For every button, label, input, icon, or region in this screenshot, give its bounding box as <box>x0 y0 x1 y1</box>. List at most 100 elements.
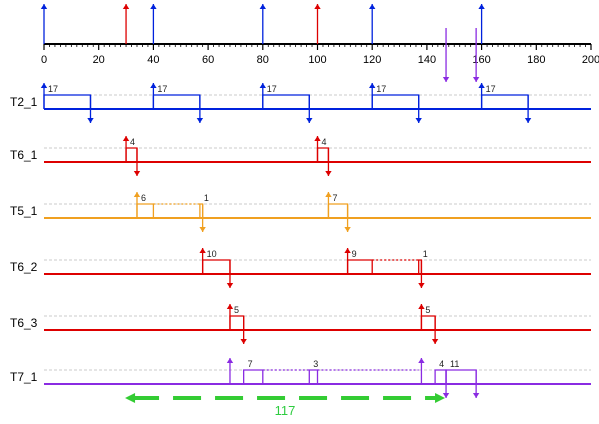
arrow-head <box>415 118 422 123</box>
execution-segment <box>327 203 349 218</box>
release-up-arrow <box>40 83 48 109</box>
arrow-head <box>226 304 234 309</box>
arrow-head <box>325 171 332 176</box>
track-t6-3: T6_3 5 5 <box>10 304 591 344</box>
release-up-arrow <box>40 4 48 44</box>
arrow-head <box>418 358 425 363</box>
segment-duration-label: 1 <box>204 193 209 203</box>
segment-duration-label: 7 <box>248 359 253 369</box>
release-up-arrow <box>150 4 157 44</box>
arrow-head <box>240 339 247 344</box>
arrow-head <box>196 118 204 123</box>
arrow-head <box>133 171 141 176</box>
completion-down-arrow <box>472 370 480 398</box>
arrow-head <box>472 77 480 82</box>
track-label: T5_1 <box>10 204 38 218</box>
completion-down-arrow <box>442 370 450 398</box>
arrow-head <box>133 192 141 197</box>
axis-tick-label: 60 <box>202 54 214 66</box>
arrow-head <box>226 358 234 363</box>
arrow-head <box>418 304 425 309</box>
execution-segment <box>371 94 420 109</box>
execution-segment <box>125 147 138 162</box>
track-label: T6_3 <box>10 316 38 330</box>
arrow-head <box>524 118 532 123</box>
segment-duration-label: 4 <box>439 359 444 369</box>
segment-duration-label: 9 <box>352 249 357 259</box>
release-up-arrow <box>199 248 206 274</box>
release-up-arrow <box>344 248 351 274</box>
arrow-head <box>150 83 157 88</box>
arrow-head <box>344 227 351 232</box>
axis-tick-label: 80 <box>257 54 269 66</box>
execution-segment <box>316 147 330 162</box>
release-up-arrow <box>369 4 376 44</box>
completion-down-arrow <box>431 316 439 344</box>
segment-duration-label: 3 <box>313 359 318 369</box>
arrow-head <box>418 283 425 288</box>
execution-segment <box>346 259 373 274</box>
execution-segment <box>229 315 245 330</box>
segment-duration-label: 17 <box>267 84 277 94</box>
release-up-arrow <box>259 4 266 44</box>
arrow-head <box>226 283 234 288</box>
arrow-head <box>122 4 130 9</box>
span-left-arrow-head <box>125 393 136 403</box>
segment-duration-label: 17 <box>376 84 386 94</box>
arrow-head <box>150 4 157 9</box>
track-label: T6_2 <box>10 260 38 274</box>
segment-duration-label: 5 <box>234 305 239 315</box>
arrow-head <box>472 393 480 398</box>
release-up-arrow <box>259 83 266 109</box>
execution-segment <box>434 369 447 384</box>
axis-tick-label: 180 <box>527 54 545 66</box>
release-up-arrow <box>478 83 485 109</box>
execution-segment <box>136 203 155 218</box>
execution-segment <box>480 94 529 109</box>
release-up-arrow <box>325 192 332 218</box>
segment-duration-label: 10 <box>207 249 217 259</box>
segment-duration-label: 1 <box>423 249 428 259</box>
release-up-arrow <box>418 304 425 330</box>
top-release-markers <box>40 4 485 82</box>
response-time-span: 117 <box>125 393 446 418</box>
completion-down-arrow <box>418 260 425 288</box>
execution-segment <box>308 369 319 384</box>
release-up-arrow <box>226 304 234 330</box>
arrow-head <box>199 227 206 232</box>
arrow-head <box>306 118 313 123</box>
segment-duration-label: 17 <box>48 84 58 94</box>
segment-duration-label: 5 <box>425 305 430 315</box>
arrow-head <box>442 77 450 82</box>
arrow-head <box>314 4 321 9</box>
release-up-arrow <box>478 4 485 44</box>
segment-duration-label: 7 <box>332 193 337 203</box>
completion-down-arrow <box>199 204 206 232</box>
span-right-arrow-head <box>435 393 446 403</box>
release-up-arrow <box>314 4 321 44</box>
execution-segment <box>243 369 264 384</box>
arrow-head <box>369 4 376 9</box>
axis-tick-label: 0 <box>41 54 47 66</box>
arrow-head <box>40 83 48 88</box>
segment-duration-label: 17 <box>486 84 496 94</box>
execution-segment <box>201 259 231 274</box>
arrow-head <box>344 248 351 253</box>
completion-down-arrow <box>344 204 351 232</box>
arrow-head <box>325 192 332 197</box>
completion-down-arrow <box>226 260 234 288</box>
release-up-arrow <box>226 358 234 384</box>
completion-down-arrow <box>133 148 141 176</box>
arrow-head <box>314 136 321 141</box>
arrow-head <box>259 4 266 9</box>
arrow-head <box>122 136 130 141</box>
completion-down-arrow <box>524 95 532 123</box>
completion-down-arrow <box>415 95 422 123</box>
arrow-head <box>478 4 485 9</box>
execution-segment <box>262 94 310 109</box>
deadline-down-arrow <box>472 28 480 82</box>
arrow-head <box>199 248 206 253</box>
segment-duration-label: 6 <box>141 193 146 203</box>
axis-tick-label: 160 <box>472 54 490 66</box>
